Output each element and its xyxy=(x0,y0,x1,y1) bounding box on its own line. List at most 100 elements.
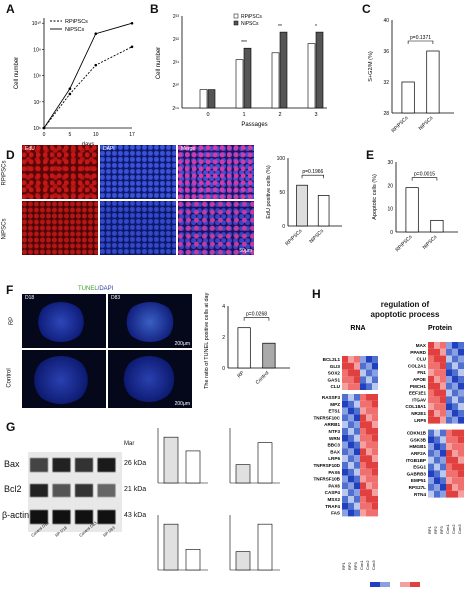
h-cell xyxy=(342,482,348,490)
b-bar xyxy=(207,89,216,109)
h-scale-swatch xyxy=(380,582,390,587)
h-cell xyxy=(372,502,378,510)
h-gene-prot: PMCH1 xyxy=(410,384,427,389)
h-cell xyxy=(372,509,378,517)
h-gene-rna: PAX6 xyxy=(328,470,340,475)
h-cell xyxy=(440,470,446,478)
h-gene-prot: FN1 xyxy=(417,370,426,375)
h-cell xyxy=(360,475,366,483)
f-micro-rp-d83: D83 200μm xyxy=(108,294,192,348)
h-cell xyxy=(446,450,452,457)
h-cell xyxy=(428,490,434,498)
h-cell xyxy=(428,369,434,376)
b-xlabel: Passages xyxy=(241,122,267,128)
h-cell xyxy=(440,342,446,349)
h-cell xyxy=(360,434,366,442)
h-cell xyxy=(452,396,458,404)
d-micro-rp-dapi: DAPI xyxy=(100,145,176,199)
a-point xyxy=(130,45,134,49)
h-cell xyxy=(354,394,360,401)
f-title-tunel: TUNEL xyxy=(78,286,98,292)
h-cell xyxy=(446,403,452,410)
h-cell xyxy=(452,369,458,376)
h-cell xyxy=(366,394,372,401)
h-sample-prot: RP2 xyxy=(433,525,438,534)
a-ytick: 10⁶ xyxy=(33,126,41,132)
h-cell xyxy=(354,428,360,435)
h-gene-rna: TNFRSF10C xyxy=(313,415,340,420)
h-cell xyxy=(428,355,434,363)
b-ytick: 2²² xyxy=(173,37,179,43)
h-gene-prot: ITGAV xyxy=(412,397,427,402)
h-cell xyxy=(360,462,366,469)
h-cell xyxy=(354,509,360,517)
b-sig: * xyxy=(315,24,317,30)
b-bar xyxy=(271,52,280,109)
h-cell xyxy=(360,428,366,435)
h-cell xyxy=(452,410,458,417)
h-gene-prot: ITGB1BP xyxy=(406,458,426,463)
h-cell xyxy=(342,394,348,401)
h-sample-prot: RP3 xyxy=(439,525,444,534)
a-ytick: 10⁹ xyxy=(33,47,41,53)
h-cell xyxy=(434,396,440,404)
c-ytick: 40 xyxy=(383,18,389,24)
h-cell xyxy=(366,482,372,490)
d-xtick: RPiPSCs xyxy=(284,228,303,247)
b-legend-swatch xyxy=(233,20,239,26)
h-cell xyxy=(354,489,360,496)
f-xtick: RP xyxy=(236,370,246,380)
e-bracket xyxy=(411,177,438,181)
h-cell xyxy=(446,389,452,397)
b-ytick: 2²⁰ xyxy=(173,83,179,89)
h-cell xyxy=(348,428,354,435)
h-sample-rna: RP1 xyxy=(341,561,346,570)
h-cell xyxy=(360,421,366,428)
d-micro-rp-merge: Merge xyxy=(178,145,254,199)
e-bar xyxy=(405,187,419,233)
e-ytick: 20 xyxy=(387,183,393,189)
h-cell xyxy=(354,441,360,449)
h-cell xyxy=(434,443,440,450)
h-cell xyxy=(360,356,366,363)
h-cell xyxy=(458,470,464,478)
h-cell xyxy=(372,362,378,370)
h-cell xyxy=(342,502,348,510)
h-gene-rna: GAS1 xyxy=(327,377,340,382)
f-bar xyxy=(237,327,251,369)
h-cell xyxy=(446,348,452,356)
h-cell xyxy=(348,448,354,456)
h-cell xyxy=(452,342,458,349)
e-ytick: 30 xyxy=(387,160,393,166)
b-bar xyxy=(235,59,244,109)
panel-c-chart: 28 32 36 40 RPiPSCs NiPSCs p=0.1371 S+G2/M (%) xyxy=(368,18,454,134)
h-cell xyxy=(354,369,360,377)
h-cell xyxy=(372,441,378,449)
h-sample-rna: RP3 xyxy=(353,561,358,570)
g-band-bcl2: Bcl2 xyxy=(4,484,22,494)
h-cell xyxy=(446,410,452,417)
h-cell xyxy=(342,407,348,415)
h-cell xyxy=(452,403,458,410)
h-sample-prot: Con2 xyxy=(451,524,456,534)
h-cell xyxy=(360,407,366,415)
h-cell xyxy=(348,441,354,449)
f-title: TUNEL/DAPI xyxy=(78,286,113,292)
d-ytick: 0 xyxy=(282,224,285,230)
h-cell xyxy=(360,369,366,377)
f-row-rp: RP xyxy=(9,316,16,326)
h-cell xyxy=(434,348,440,356)
h-gene-rna: ETS1 xyxy=(329,409,341,414)
panel-label-c: C xyxy=(362,2,371,16)
f-title-dapi: /DAPI xyxy=(97,286,114,292)
h-cell xyxy=(458,410,464,417)
h-scale-swatch xyxy=(400,582,410,587)
h-cell xyxy=(428,410,434,417)
g-q-bar xyxy=(185,549,201,571)
h-cell xyxy=(366,421,372,428)
g-q-bar xyxy=(235,464,251,484)
f-micro-con-d83: 200μm xyxy=(108,350,192,408)
h-cell xyxy=(434,490,440,498)
h-cell xyxy=(360,448,366,456)
h-cell xyxy=(452,463,458,471)
